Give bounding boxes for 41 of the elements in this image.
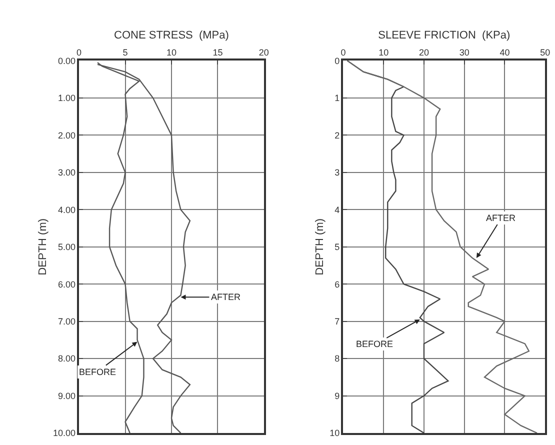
y-tick-label: 8 bbox=[334, 354, 340, 364]
y-tick-label: 5.00 bbox=[58, 242, 76, 252]
y-tick-label: 1.00 bbox=[58, 93, 76, 104]
y-tick-label: 6.00 bbox=[58, 279, 76, 290]
x-tick-label: 15 bbox=[212, 47, 223, 58]
x-tick-label: 20 bbox=[258, 47, 269, 58]
y-tick-label: 0.00 bbox=[58, 56, 76, 66]
x-tick-label: 50 bbox=[540, 47, 550, 58]
y-tick-label: 2 bbox=[334, 130, 340, 140]
y-tick-label: 10.00 bbox=[52, 428, 76, 438]
y-axis-title: DEPTH (m) bbox=[314, 218, 326, 276]
y-tick-label: 6 bbox=[334, 279, 340, 290]
annotation: AFTER bbox=[211, 292, 241, 302]
y-tick-label: 5 bbox=[334, 242, 340, 252]
line-series bbox=[346, 60, 538, 434]
y-tick-label: 2.00 bbox=[58, 130, 76, 140]
y-tick-label: 3.00 bbox=[58, 168, 76, 178]
x-axis-title: SLEEVE FRICTION (KPa) bbox=[378, 29, 510, 42]
x-tick-label: 5 bbox=[122, 47, 128, 58]
y-tick-label: 7.00 bbox=[58, 316, 76, 326]
annotation: BEFORE bbox=[356, 339, 394, 349]
y-tick-label: 4 bbox=[334, 204, 340, 215]
y-tick-label: 7 bbox=[334, 316, 340, 326]
y-tick-label: 1 bbox=[334, 93, 340, 104]
y-tick-label: 9 bbox=[334, 390, 340, 401]
y-axis-title: DEPTH (m) bbox=[37, 218, 50, 276]
x-tick-label: 10 bbox=[378, 47, 389, 58]
y-tick-label: 10 bbox=[330, 428, 340, 438]
x-tick-label: 20 bbox=[418, 47, 429, 58]
annotation: BEFORE bbox=[79, 367, 116, 377]
y-tick-label: 8.00 bbox=[58, 354, 76, 364]
annotation: AFTER bbox=[486, 213, 516, 223]
x-axis-title: CONE STRESS (MPa) bbox=[114, 29, 229, 42]
y-tick-label: 3 bbox=[334, 168, 340, 178]
y-tick-label: 9.00 bbox=[58, 390, 76, 401]
y-tick-label: 4.00 bbox=[58, 204, 76, 215]
x-tick-label: 40 bbox=[500, 47, 510, 58]
x-tick-label: 0 bbox=[76, 47, 82, 58]
y-tick-label: 0 bbox=[334, 56, 340, 66]
x-tick-label: 30 bbox=[459, 47, 470, 58]
x-tick-label: 10 bbox=[166, 47, 176, 58]
